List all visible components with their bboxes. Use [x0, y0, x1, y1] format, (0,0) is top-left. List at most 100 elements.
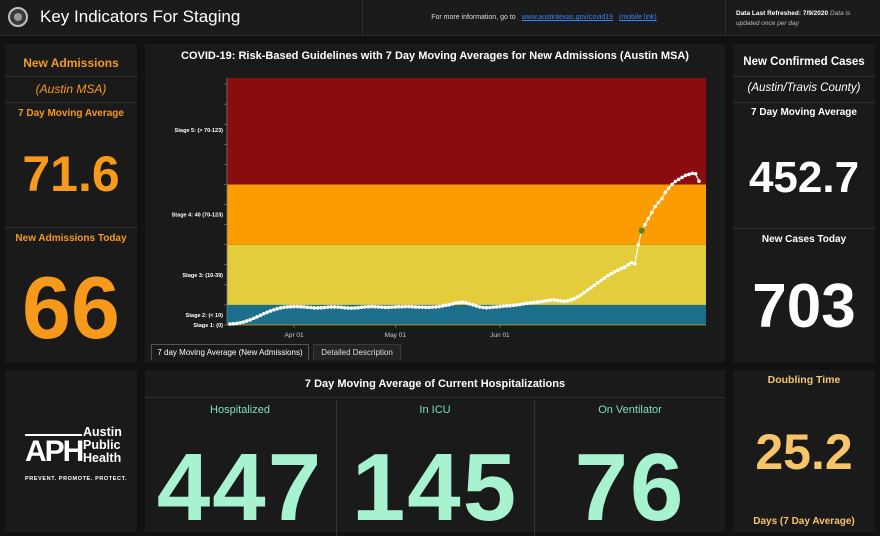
data-point — [299, 304, 303, 309]
data-point — [265, 310, 269, 315]
data-point — [420, 305, 425, 309]
data-point — [585, 288, 590, 292]
data-point — [643, 222, 647, 227]
data-point — [427, 305, 431, 310]
data-point — [680, 175, 684, 180]
info-link[interactable]: www.austintexas.gov/covid19 — [521, 14, 614, 21]
admissions-subtitle: (Austin MSA) — [35, 82, 107, 96]
data-point — [514, 303, 519, 307]
aph-line-2: Public — [83, 438, 121, 452]
data-point — [342, 305, 347, 310]
data-point — [491, 305, 495, 309]
data-point — [454, 301, 458, 305]
data-point — [636, 242, 641, 247]
city-seal-icon — [8, 7, 28, 27]
stage-band-5 — [227, 78, 706, 185]
x-tick-label-2: Jun 01 — [490, 332, 510, 339]
data-point — [558, 299, 563, 303]
admissions-today-value: 66 — [22, 258, 120, 357]
data-point — [670, 182, 674, 187]
data-point — [366, 304, 371, 309]
data-point — [622, 265, 627, 269]
data-point — [380, 305, 384, 309]
data-point — [488, 305, 492, 310]
data-point — [666, 186, 671, 191]
data-point — [572, 296, 576, 301]
data-point — [656, 200, 661, 205]
tab-detailed-description[interactable]: Detailed Description — [313, 344, 401, 360]
ventilator-value: 76 — [574, 434, 686, 536]
ventilator-stat: On Ventilator 76 — [535, 400, 725, 536]
data-point — [562, 299, 566, 304]
data-point — [687, 172, 691, 177]
aph-tagline: PREVENT. PROMOTE. PROTECT. — [25, 476, 128, 482]
data-point — [359, 305, 364, 310]
refresh-label: Data Last Refreshed: — [736, 10, 802, 17]
data-point — [511, 303, 516, 308]
new-admissions-panel: New Admissions (Austin MSA) 7 Day Moving… — [5, 44, 137, 362]
data-point — [579, 293, 583, 297]
data-point — [481, 305, 485, 310]
stage-label-1: Stage 1: (0) — [193, 323, 223, 329]
data-point — [521, 302, 526, 306]
stage-label-3: Stage 3: (10-39) — [182, 273, 223, 279]
data-point — [616, 268, 620, 272]
data-point — [673, 179, 678, 184]
data-point — [474, 304, 479, 308]
data-point — [346, 306, 350, 310]
doubling-time-panel: Doubling Time 25.2 Days (7 Day Average) — [733, 370, 875, 532]
aph-logo: APH Austin Public Health PREVENT. PROMOT… — [25, 426, 135, 486]
tab-moving-average[interactable]: 7 day Moving Average (New Admissions) — [151, 344, 309, 360]
data-point — [447, 302, 452, 307]
data-point — [589, 285, 593, 290]
data-point — [302, 305, 307, 309]
data-point — [498, 304, 502, 309]
data-point — [457, 300, 462, 305]
cases-today-value: 703 — [752, 272, 856, 341]
data-point — [660, 196, 664, 201]
mobile-link[interactable]: (mobile link) — [619, 14, 657, 21]
data-point — [444, 303, 448, 308]
data-point — [353, 306, 357, 310]
divider — [5, 102, 137, 103]
hospitalized-label: Hospitalized — [210, 404, 270, 416]
data-point — [390, 305, 394, 309]
doubling-title: Doubling Time — [767, 374, 841, 386]
data-point — [413, 305, 418, 309]
cases-title: New Confirmed Cases — [743, 56, 865, 68]
highlight-point — [638, 227, 646, 235]
new-cases-panel: New Confirmed Cases (Austin/Travis Count… — [733, 44, 875, 362]
stage-label-4: Stage 4: 40 (70-123) — [172, 213, 224, 219]
data-point — [275, 306, 280, 311]
data-point — [690, 171, 695, 176]
refresh-note: Data is updated once per day — [736, 10, 851, 27]
data-point — [653, 204, 657, 209]
data-point — [434, 305, 438, 309]
admissions-chart: Stage 1: (0) Stage 2: (< 10) Stage 3: (10-… — [172, 78, 706, 339]
data-point — [494, 305, 499, 309]
data-point — [582, 290, 587, 295]
data-point — [393, 305, 398, 309]
data-point — [595, 281, 600, 285]
doubling-unit: Days (7 Day Average) — [753, 516, 855, 527]
data-point — [501, 304, 506, 308]
data-point — [255, 315, 259, 319]
icu-value: 145 — [351, 434, 519, 536]
cases-avg-label: 7 Day Moving Average — [751, 107, 857, 118]
data-point — [407, 304, 411, 309]
stage-band-2 — [227, 304, 706, 324]
stage-label-2: Stage 2: (< 10) — [186, 313, 224, 319]
hospitalizations-panel: 7 Day Moving Average of Current Hospital… — [145, 370, 725, 536]
data-point — [592, 283, 597, 288]
data-point — [525, 301, 529, 306]
data-point — [356, 305, 361, 310]
data-point — [386, 305, 391, 310]
data-point — [531, 300, 536, 305]
divider — [733, 76, 875, 77]
data-point — [568, 298, 573, 302]
data-point — [461, 300, 465, 305]
data-point — [376, 305, 381, 309]
icu-label: In ICU — [419, 404, 451, 416]
data-point — [295, 304, 300, 309]
data-point — [231, 321, 236, 326]
